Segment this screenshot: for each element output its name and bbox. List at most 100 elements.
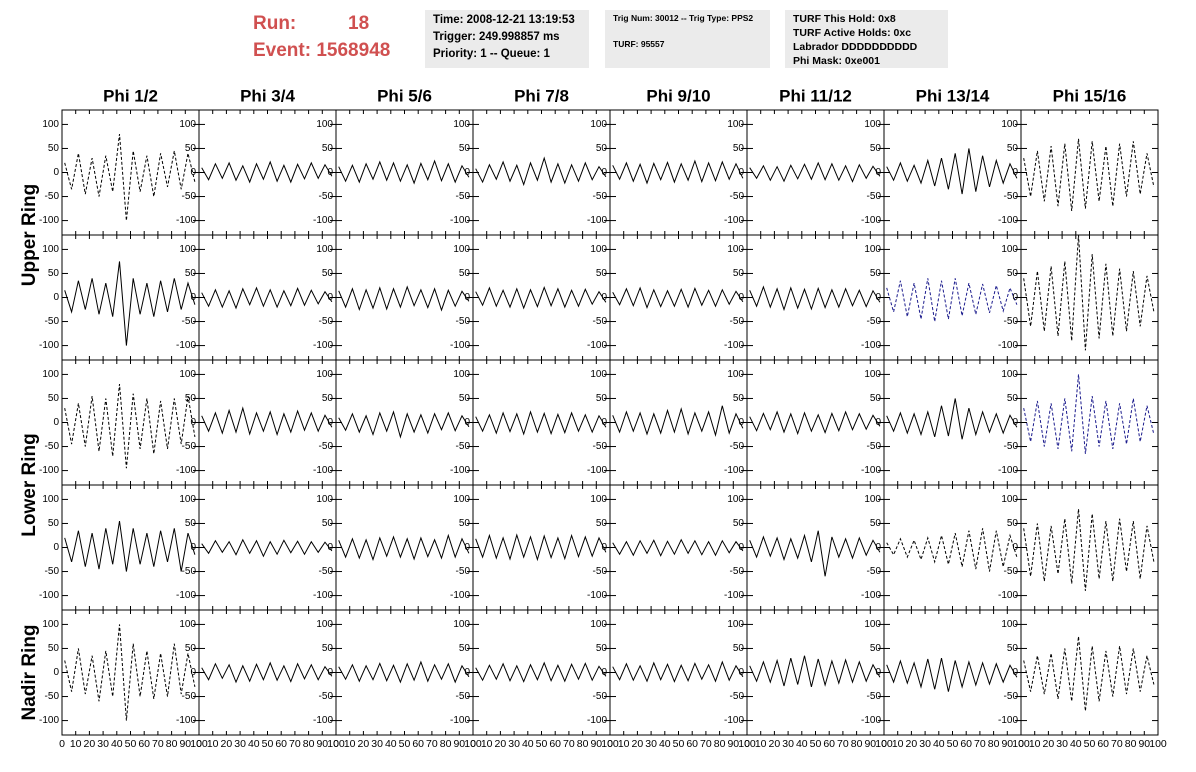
x-tick-label: 40 bbox=[522, 738, 534, 750]
y-tick-label: 100 bbox=[42, 119, 59, 130]
y-tick-label: -100 bbox=[313, 340, 333, 351]
column-title: Phi 1/2 bbox=[103, 86, 158, 105]
info-line: TURF: 95557 bbox=[613, 39, 665, 49]
y-tick-label: -50 bbox=[45, 566, 60, 577]
y-tick-label: 100 bbox=[590, 494, 607, 505]
y-tick-label: 100 bbox=[316, 119, 333, 130]
y-tick-label: -50 bbox=[456, 441, 471, 452]
y-tick-label: 100 bbox=[316, 494, 333, 505]
y-tick-label: -100 bbox=[861, 215, 881, 226]
waveform bbox=[201, 160, 333, 184]
y-tick-label: -50 bbox=[867, 316, 882, 327]
y-tick-label: 0 bbox=[53, 417, 59, 428]
y-tick-label: -100 bbox=[176, 340, 196, 351]
y-tick-label: 0 bbox=[53, 542, 59, 553]
x-tick-label: 60 bbox=[275, 738, 287, 750]
x-tick-label: 100 bbox=[1012, 738, 1030, 750]
y-tick-label: 100 bbox=[1001, 494, 1018, 505]
y-tick-label: 100 bbox=[1001, 244, 1018, 255]
waveform bbox=[338, 660, 470, 684]
row-title: Lower Ring bbox=[19, 433, 40, 536]
x-tick-label: 20 bbox=[632, 738, 644, 750]
y-tick-label: 50 bbox=[185, 268, 197, 279]
y-tick-label: 0 bbox=[327, 292, 333, 303]
y-tick-label: 0 bbox=[601, 292, 607, 303]
y-tick-label: -100 bbox=[39, 715, 59, 726]
y-tick-label: -50 bbox=[45, 691, 60, 702]
x-tick-label: 100 bbox=[738, 738, 756, 750]
waveform bbox=[749, 655, 881, 688]
y-tick-label: 50 bbox=[733, 643, 745, 654]
y-tick-label: -50 bbox=[867, 441, 882, 452]
column-title: Phi 11/12 bbox=[779, 86, 852, 105]
y-tick-label: 0 bbox=[875, 542, 881, 553]
x-tick-label: 40 bbox=[1070, 738, 1082, 750]
y-tick-label: 50 bbox=[870, 643, 882, 654]
x-tick-label: 0 bbox=[59, 738, 65, 750]
info-line: Trigger: 249.998857 ms bbox=[433, 31, 560, 43]
waveform bbox=[201, 406, 333, 437]
y-tick-label: -50 bbox=[867, 691, 882, 702]
y-tick-label: 50 bbox=[1007, 143, 1019, 154]
y-tick-label: -100 bbox=[861, 590, 881, 601]
y-tick-label: 100 bbox=[727, 619, 744, 630]
y-tick-label: -50 bbox=[456, 566, 471, 577]
y-tick-label: 100 bbox=[727, 369, 744, 380]
y-tick-label: -50 bbox=[319, 691, 334, 702]
y-tick-label: 100 bbox=[864, 244, 881, 255]
y-tick-label: 100 bbox=[42, 244, 59, 255]
y-tick-label: -50 bbox=[319, 441, 334, 452]
turf-box: TURF This Hold: 0x8 TURF Active Holds: 0… bbox=[785, 10, 948, 68]
x-tick-label: 100 bbox=[190, 738, 208, 750]
y-tick-label: -100 bbox=[176, 590, 196, 601]
run-label: Run: bbox=[253, 13, 297, 34]
y-tick-label: 0 bbox=[601, 167, 607, 178]
y-tick-label: 0 bbox=[464, 667, 470, 678]
y-tick-label: -50 bbox=[867, 566, 882, 577]
waveform bbox=[64, 383, 196, 469]
waveform bbox=[749, 161, 881, 183]
y-tick-label: -50 bbox=[1004, 441, 1019, 452]
y-tick-label: -100 bbox=[450, 340, 470, 351]
y-tick-label: -100 bbox=[587, 465, 607, 476]
y-tick-label: 50 bbox=[733, 143, 745, 154]
y-tick-label: 100 bbox=[727, 244, 744, 255]
y-tick-label: -100 bbox=[724, 340, 744, 351]
waveform bbox=[886, 278, 1018, 322]
waveform bbox=[749, 410, 881, 436]
x-tick-label: 80 bbox=[988, 738, 1000, 750]
y-tick-label: 0 bbox=[1012, 417, 1018, 428]
x-tick-label: 60 bbox=[686, 738, 698, 750]
x-tick-label: 50 bbox=[536, 738, 548, 750]
y-tick-label: 50 bbox=[48, 518, 60, 529]
y-tick-label: -100 bbox=[176, 465, 196, 476]
waveform bbox=[475, 410, 607, 436]
x-tick-label: 50 bbox=[810, 738, 822, 750]
column-title: Phi 15/16 bbox=[1053, 86, 1127, 105]
y-tick-label: 50 bbox=[733, 393, 745, 404]
y-tick-label: -100 bbox=[450, 215, 470, 226]
x-tick-label: 10 bbox=[618, 738, 630, 750]
y-tick-label: 50 bbox=[1007, 518, 1019, 529]
x-tick-label: 0 bbox=[881, 738, 887, 750]
x-tick-label: 10 bbox=[70, 738, 82, 750]
column-title: Phi 5/6 bbox=[377, 86, 432, 105]
y-tick-label: 50 bbox=[48, 268, 60, 279]
y-tick-label: -50 bbox=[593, 566, 608, 577]
y-tick-label: 50 bbox=[185, 518, 197, 529]
y-tick-label: 0 bbox=[738, 667, 744, 678]
y-tick-label: 0 bbox=[464, 292, 470, 303]
y-tick-label: 0 bbox=[738, 167, 744, 178]
y-tick-label: 50 bbox=[1007, 393, 1019, 404]
y-tick-label: 0 bbox=[190, 417, 196, 428]
y-tick-label: 100 bbox=[453, 494, 470, 505]
waveform bbox=[475, 533, 607, 562]
x-tick-label: 10 bbox=[344, 738, 356, 750]
x-tick-label: 70 bbox=[700, 738, 712, 750]
x-tick-label: 90 bbox=[453, 738, 465, 750]
y-tick-label: 50 bbox=[596, 393, 608, 404]
x-tick-label: 80 bbox=[714, 738, 726, 750]
x-tick-label: 50 bbox=[1084, 738, 1096, 750]
y-tick-label: 0 bbox=[875, 417, 881, 428]
y-tick-label: -100 bbox=[587, 715, 607, 726]
